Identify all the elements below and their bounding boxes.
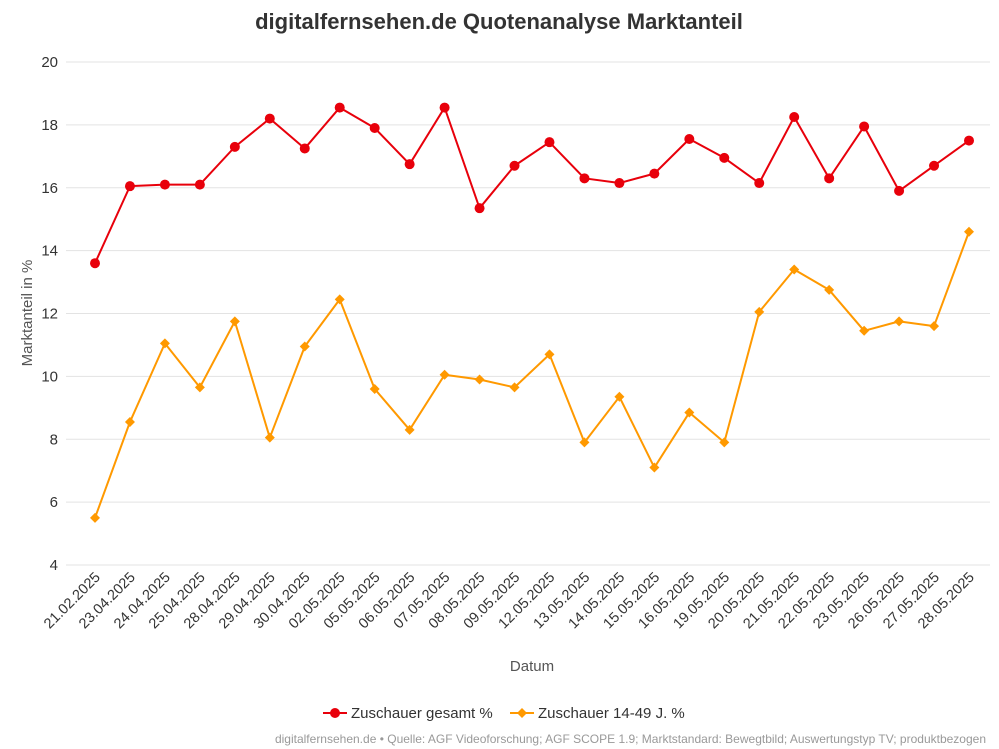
data-point[interactable]: [90, 258, 100, 269]
data-point[interactable]: [404, 424, 415, 435]
data-point[interactable]: [614, 178, 625, 189]
series-group: [90, 102, 974, 523]
series-line: [94, 106, 970, 264]
y-tick-label: 10: [41, 368, 58, 385]
series-14-49: [90, 226, 974, 523]
y-axis-ticks: 4 6 8 10 12 14 16 18 20: [41, 54, 58, 574]
data-point[interactable]: [264, 432, 275, 443]
data-point[interactable]: [229, 141, 240, 152]
data-point[interactable]: [964, 226, 974, 237]
data-point[interactable]: [579, 173, 590, 184]
data-point[interactable]: [614, 391, 625, 402]
y-tick-label: 6: [50, 494, 58, 511]
legend-gesamt-label: Zuschauer gesamt %: [351, 705, 493, 722]
data-point[interactable]: [964, 135, 974, 146]
data-point[interactable]: [544, 137, 555, 148]
data-point[interactable]: [369, 383, 380, 394]
chart-title: digitalfernsehen.de Quotenanalyse Markta…: [255, 9, 743, 34]
data-point[interactable]: [649, 168, 660, 179]
data-point[interactable]: [859, 325, 870, 336]
series-gesamt: [90, 102, 974, 269]
data-point[interactable]: [719, 152, 730, 163]
data-point[interactable]: [439, 369, 450, 380]
legend-gesamt-marker: [330, 708, 340, 718]
data-point[interactable]: [194, 382, 205, 393]
y-tick-label: 4: [50, 557, 58, 574]
y-tick-label: 14: [41, 243, 58, 260]
data-point[interactable]: [299, 341, 310, 352]
data-point[interactable]: [544, 349, 555, 360]
data-point[interactable]: [929, 321, 940, 332]
data-point[interactable]: [754, 178, 765, 189]
legend[interactable]: Zuschauer gesamt % Zuschauer 14-49 J. %: [323, 705, 685, 722]
data-point[interactable]: [439, 102, 450, 113]
legend-14-49-label: Zuschauer 14-49 J. %: [538, 705, 685, 722]
series-line: [94, 231, 970, 519]
data-point[interactable]: [334, 102, 345, 113]
data-point[interactable]: [229, 316, 240, 327]
data-point[interactable]: [474, 203, 485, 214]
data-point[interactable]: [194, 179, 205, 190]
x-axis-ticks: 21.02.202523.04.202524.04.202525.04.2025…: [41, 570, 978, 633]
data-point[interactable]: [509, 160, 520, 171]
data-point[interactable]: [159, 179, 170, 190]
data-point[interactable]: [684, 134, 695, 145]
y-axis-label: Marktanteil in %: [19, 260, 36, 367]
grid-lines: [66, 61, 990, 566]
data-point[interactable]: [404, 159, 415, 170]
data-point[interactable]: [929, 160, 940, 171]
data-point[interactable]: [90, 512, 100, 523]
data-point[interactable]: [789, 112, 800, 123]
data-point[interactable]: [509, 382, 520, 393]
data-point[interactable]: [159, 338, 170, 349]
data-point[interactable]: [859, 121, 870, 132]
data-point[interactable]: [649, 462, 660, 473]
data-point[interactable]: [789, 264, 800, 275]
data-point[interactable]: [124, 181, 135, 192]
data-point[interactable]: [474, 374, 485, 385]
legend-14-49-marker: [517, 708, 527, 718]
y-tick-label: 16: [41, 180, 58, 197]
legend-item-gesamt[interactable]: Zuschauer gesamt %: [323, 705, 493, 722]
data-point[interactable]: [369, 123, 380, 134]
y-tick-label: 8: [50, 431, 58, 448]
data-point[interactable]: [824, 173, 835, 184]
data-point[interactable]: [299, 143, 310, 154]
data-point[interactable]: [264, 113, 275, 124]
data-point[interactable]: [579, 437, 590, 448]
data-point[interactable]: [754, 306, 765, 317]
y-tick-label: 18: [41, 117, 58, 134]
y-tick-label: 12: [41, 306, 58, 323]
y-tick-label: 20: [41, 54, 58, 71]
x-axis-label: Datum: [510, 658, 554, 675]
data-point[interactable]: [334, 294, 345, 305]
source-note: digitalfernsehen.de • Quelle: AGF Videof…: [275, 732, 986, 746]
data-point[interactable]: [719, 437, 730, 448]
legend-item-14-49[interactable]: Zuschauer 14-49 J. %: [510, 705, 685, 722]
data-point[interactable]: [124, 416, 135, 427]
data-point[interactable]: [894, 185, 905, 196]
data-point[interactable]: [894, 316, 905, 327]
data-point[interactable]: [684, 407, 695, 418]
data-point[interactable]: [824, 284, 835, 295]
